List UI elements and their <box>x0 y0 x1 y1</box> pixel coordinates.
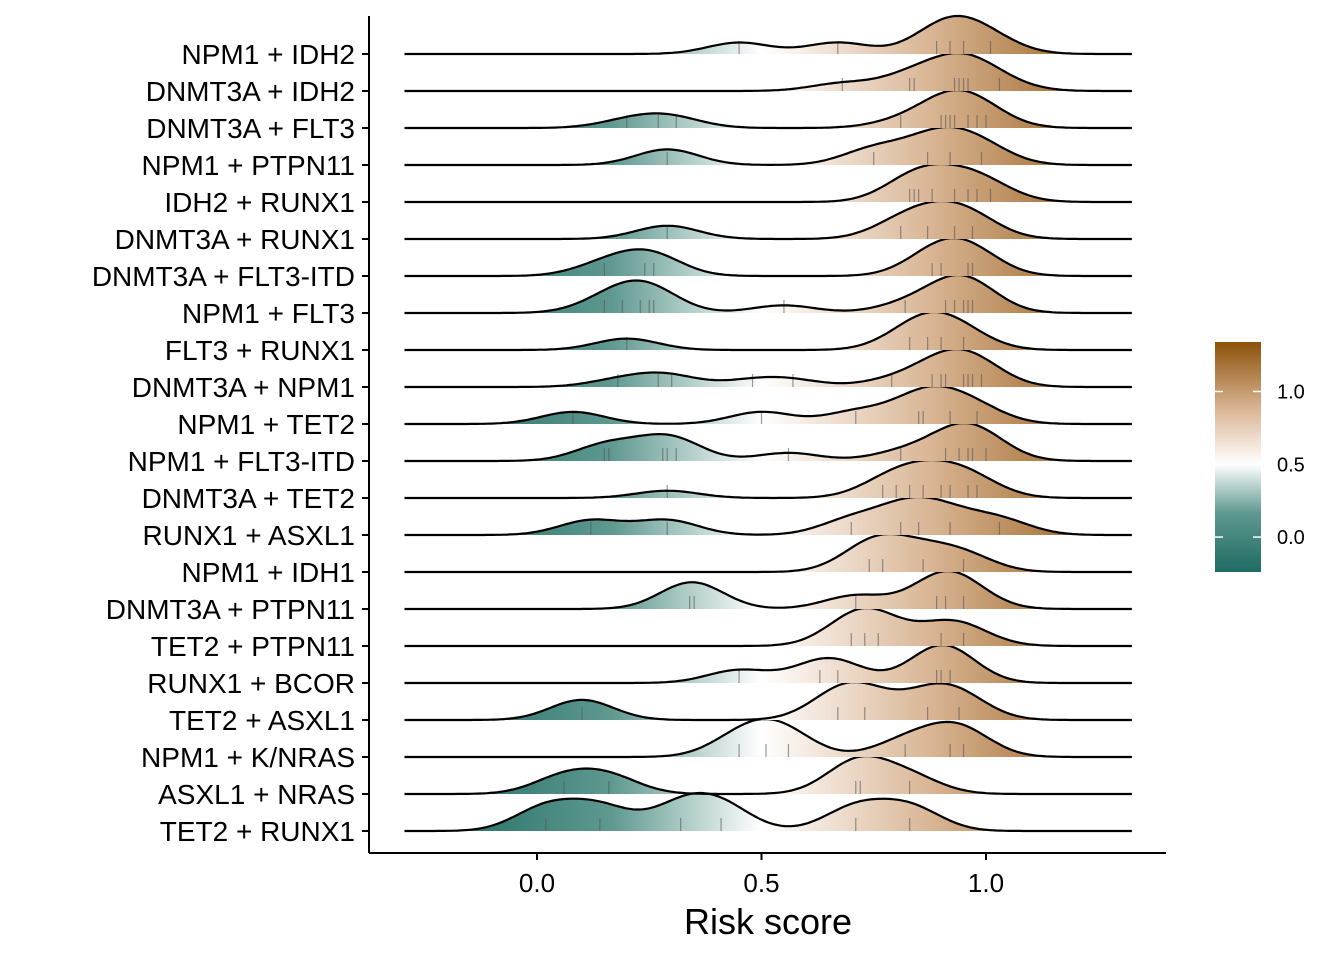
ridge-npm1-flt3 <box>404 273 1132 315</box>
colorbar-tick-label: 0.0 <box>1277 527 1305 549</box>
ridge-npm1-flt3-itd <box>404 421 1132 463</box>
ridge-fill <box>404 16 1132 54</box>
ridge-runx1-bcor <box>404 643 1132 685</box>
y-tick-label: NPM1 + TET2 <box>177 409 355 440</box>
x-tick-label: 0.5 <box>743 868 779 898</box>
ridge-outline <box>404 14 1132 56</box>
ridge-tet2-asxl1 <box>404 680 1132 722</box>
ridge-outline <box>404 421 1132 463</box>
y-tick-label: DNMT3A + FLT3 <box>146 113 355 144</box>
ridge-npm1-tet2 <box>404 384 1132 426</box>
colorbar-legend: 0.0 0.5 1.0 <box>1215 342 1305 572</box>
ridge-fill <box>404 164 1132 202</box>
ridge-outline <box>404 791 1132 833</box>
ridge-asxl1-nras <box>404 754 1132 796</box>
ridge-outline <box>404 347 1132 389</box>
y-tick-label: TET2 + PTPN11 <box>151 631 355 662</box>
x-tick-label: 1.0 <box>968 868 1004 898</box>
ridge-fill <box>404 534 1132 572</box>
ridges-layer <box>404 14 1132 833</box>
ridge-outline <box>404 495 1132 537</box>
ridge-fill <box>404 682 1132 720</box>
y-tick-label: IDH2 + RUNX1 <box>164 187 355 218</box>
ridge-outline <box>404 754 1132 796</box>
y-tick-label: TET2 + RUNX1 <box>160 816 355 847</box>
y-tick-label: NPM1 + PTPN11 <box>142 150 355 181</box>
y-tick-label: NPM1 + IDH1 <box>182 557 356 588</box>
ridge-dnmt3a-ptpn11 <box>404 569 1132 611</box>
x-tick-group: 0.0 0.5 1.0 <box>519 853 1004 898</box>
ridge-outline <box>404 532 1132 574</box>
ridge-dnmt3a-tet2 <box>404 458 1132 500</box>
y-tick-label: TET2 + ASXL1 <box>169 705 355 736</box>
y-tick-label: RUNX1 + ASXL1 <box>143 520 355 551</box>
ridge-outline <box>404 199 1132 241</box>
ridge-flt3-runx1 <box>404 310 1132 352</box>
y-tick-label: NPM1 + FLT3 <box>182 298 355 329</box>
ridge-fill <box>404 756 1132 794</box>
ridge-fill <box>404 497 1132 535</box>
x-axis-label: Risk score <box>684 901 852 942</box>
ridge-npm1-idh2 <box>404 14 1132 56</box>
ridge-fill <box>404 571 1132 609</box>
ridge-dnmt3a-npm1 <box>404 347 1132 389</box>
ridge-fill <box>404 127 1132 165</box>
ridge-outline <box>404 680 1132 722</box>
ridge-outline <box>404 273 1132 315</box>
y-tick-label: NPM1 + IDH2 <box>182 39 356 70</box>
y-tick-label: DNMT3A + TET2 <box>142 483 355 514</box>
ridge-outline <box>404 125 1132 167</box>
y-tick-label: DNMT3A + FLT3-ITD <box>92 261 355 292</box>
ridge-tet2-runx1 <box>404 791 1132 833</box>
ridge-dnmt3a-runx1 <box>404 199 1132 241</box>
ridge-fill <box>404 53 1132 91</box>
ridge-runx1-asxl1 <box>404 495 1132 537</box>
colorbar-ramp <box>1215 342 1261 572</box>
ridge-outline <box>404 88 1132 130</box>
y-tick-group: TET2 + RUNX1 ASXL1 + NRAS NPM1 + K/NRAS TET… <box>92 39 369 847</box>
y-tick-label: ASXL1 + NRAS <box>158 779 355 810</box>
y-tick-label: DNMT3A + NPM1 <box>132 372 355 403</box>
ridge-dnmt3a-flt3-itd <box>404 236 1132 278</box>
ridge-fill <box>404 719 1132 757</box>
colorbar-tick-label: 0.5 <box>1277 454 1305 476</box>
ridge-outline <box>404 236 1132 278</box>
x-tick-label: 0.0 <box>519 868 555 898</box>
ridge-fill <box>404 645 1132 683</box>
ridge-outline <box>404 606 1132 648</box>
ridge-outline <box>404 162 1132 204</box>
ridge-npm1-ptpn11 <box>404 125 1132 167</box>
y-tick-label: RUNX1 + BCOR <box>147 668 355 699</box>
y-tick-label: FLT3 + RUNX1 <box>165 335 355 366</box>
ridge-outline <box>404 458 1132 500</box>
ridge-npm1-idh1 <box>404 532 1132 574</box>
ridge-fill <box>404 349 1132 387</box>
ridge-dnmt3a-idh2 <box>404 51 1132 93</box>
ridge-fill <box>404 312 1132 350</box>
y-tick-label: DNMT3A + RUNX1 <box>115 224 355 255</box>
ridge-fill <box>404 90 1132 128</box>
ridge-fill <box>404 793 1132 831</box>
ridge-tet2-ptpn11 <box>404 606 1132 648</box>
y-tick-label: NPM1 + FLT3-ITD <box>128 446 355 477</box>
ridge-fill <box>404 275 1132 313</box>
ridge-outline <box>404 310 1132 352</box>
ridge-fill <box>404 201 1132 239</box>
ridge-fill <box>404 608 1132 646</box>
ridge-outline <box>404 51 1132 93</box>
ridge-outline <box>404 384 1132 426</box>
y-tick-label: NPM1 + K/NRAS <box>141 742 355 773</box>
ridge-dnmt3a-flt3 <box>404 88 1132 130</box>
ridge-outline <box>404 643 1132 685</box>
ridge-fill <box>404 238 1132 276</box>
axes-layer: TET2 + RUNX1 ASXL1 + NRAS NPM1 + K/NRAS TET… <box>92 16 1166 942</box>
y-tick-label: DNMT3A + PTPN11 <box>106 594 355 625</box>
ridge-outline <box>404 569 1132 611</box>
y-tick-label: DNMT3A + IDH2 <box>146 76 355 107</box>
ridge-npm1-k-nras <box>404 717 1132 759</box>
colorbar-tick-label: 1.0 <box>1277 381 1305 403</box>
ridge-fill <box>404 423 1132 461</box>
ridge-idh2-runx1 <box>404 162 1132 204</box>
